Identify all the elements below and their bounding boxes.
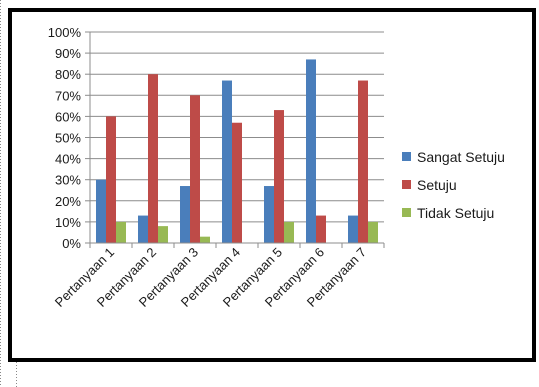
y-tick-label: 0% — [62, 236, 81, 251]
bar-sangat-setuju — [180, 186, 190, 243]
bar-tidak-setuju — [158, 226, 168, 243]
bar-sangat-setuju — [96, 179, 106, 243]
legend-swatch-tidak-setuju — [402, 208, 411, 217]
bar-sangat-setuju — [222, 80, 232, 243]
bar-tidak-setuju — [200, 236, 210, 243]
y-tick-label: 70% — [55, 88, 81, 103]
y-tick-label: 10% — [55, 215, 81, 230]
legend-label: Setuju — [417, 177, 457, 193]
legend-label: Sangat Setuju — [417, 149, 505, 165]
bar-setuju — [274, 110, 284, 243]
y-tick-label: 50% — [55, 131, 81, 146]
y-axis-ticks: 0% 10% 20% 30% 40% 50% 60% 70% 80% 90% 100% — [48, 25, 82, 251]
legend-label: Tidak Setuju — [417, 205, 494, 221]
bar-sangat-setuju — [264, 186, 274, 243]
bar-setuju — [316, 215, 326, 243]
bar-sangat-setuju — [348, 215, 358, 243]
bar-setuju — [190, 95, 200, 243]
bar-sangat-setuju — [138, 215, 148, 243]
bar-tidak-setuju — [368, 221, 378, 243]
legend-swatch-setuju — [402, 180, 411, 189]
bar-setuju — [148, 74, 158, 243]
legend-swatch-sangat-setuju — [402, 152, 411, 161]
bar-setuju — [358, 80, 368, 243]
legend: Sangat Setuju Setuju Tidak Setuju — [402, 149, 505, 221]
y-tick-label: 90% — [55, 46, 81, 61]
bar-tidak-setuju — [116, 221, 126, 243]
y-tick-label: 60% — [55, 109, 81, 124]
y-tick-label: 30% — [55, 173, 81, 188]
y-tick-label: 80% — [55, 67, 81, 82]
bar-setuju — [106, 116, 116, 243]
bar-sangat-setuju — [306, 59, 316, 244]
bar-tidak-setuju — [284, 221, 294, 243]
y-tick-label: 40% — [55, 152, 81, 167]
bars — [96, 59, 378, 244]
axes — [89, 32, 385, 248]
y-tick-label: 20% — [55, 194, 81, 209]
y-tick-label: 100% — [48, 25, 82, 40]
bar-setuju — [232, 122, 242, 243]
